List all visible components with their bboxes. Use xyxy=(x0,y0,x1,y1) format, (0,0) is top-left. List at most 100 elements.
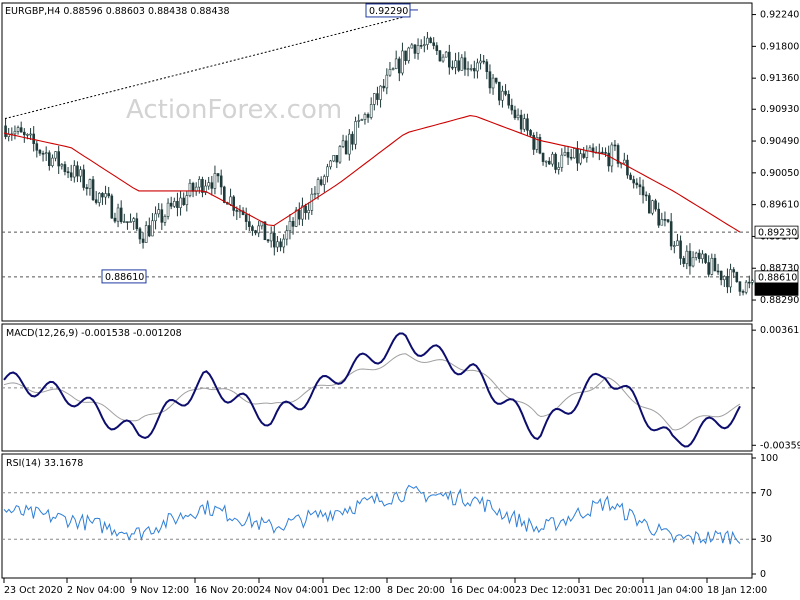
candle-body xyxy=(688,250,692,267)
candle-body xyxy=(382,85,385,89)
candle-body xyxy=(366,114,370,118)
watermark: ActionForex.com xyxy=(126,95,342,125)
candle-body xyxy=(288,221,292,232)
candle-body xyxy=(201,179,204,193)
price-axis-label: 0.92240 xyxy=(760,10,799,21)
candle-body xyxy=(204,185,207,193)
candle-body xyxy=(469,68,473,70)
candle-body xyxy=(632,179,635,184)
candle-body xyxy=(444,51,448,58)
candle-body xyxy=(419,45,423,47)
x-axis-label: 9 Nov 12:00 xyxy=(131,585,189,596)
candle-body xyxy=(57,151,60,167)
candle-body xyxy=(648,195,651,214)
candle-body xyxy=(123,221,126,223)
candle-body xyxy=(629,174,632,180)
candle-body xyxy=(48,152,51,167)
candle-body xyxy=(291,221,295,227)
price-tag-box xyxy=(754,270,799,284)
candle-body xyxy=(532,134,535,150)
rsi-axis-label: 30 xyxy=(760,534,772,545)
candle-body xyxy=(119,207,123,223)
candle-body xyxy=(610,144,614,167)
candle-body xyxy=(266,239,270,242)
price-axis-label: 0.90930 xyxy=(760,104,799,115)
candle-body xyxy=(676,240,679,246)
candle-body xyxy=(248,221,251,227)
candle-body xyxy=(523,118,526,130)
candle-body xyxy=(257,225,260,234)
candle-body xyxy=(23,131,26,136)
candle-body xyxy=(385,74,389,89)
candle-body xyxy=(69,172,73,178)
candle-body xyxy=(73,165,76,178)
candle-body xyxy=(691,257,695,267)
candle-body xyxy=(148,225,151,237)
candle-body xyxy=(679,240,682,259)
candle-body xyxy=(454,60,457,68)
candle-body xyxy=(751,280,754,283)
candle-body xyxy=(744,281,748,293)
main-title: EURGBP,H4 0.88596 0.88603 0.88438 0.8843… xyxy=(5,6,230,17)
candle-body xyxy=(404,50,407,61)
x-axis-label: 16 Nov 20:00 xyxy=(195,585,259,596)
candle-body xyxy=(244,214,248,222)
price-axis-label: 0.90490 xyxy=(760,136,799,147)
candle-body xyxy=(219,175,223,188)
candle-body xyxy=(273,232,276,248)
candle-body xyxy=(29,133,32,136)
candle-body xyxy=(651,200,654,214)
candle-body xyxy=(448,51,451,68)
candle-body xyxy=(354,121,357,145)
candle-body xyxy=(407,47,410,61)
candle-body xyxy=(482,60,485,63)
x-axis-label: 2 Nov 04:00 xyxy=(67,585,125,596)
candle-body xyxy=(223,186,226,203)
candle-body xyxy=(713,257,717,272)
rsi-axis-label: 0 xyxy=(760,569,766,580)
candle-body xyxy=(263,221,267,241)
candle-body xyxy=(129,221,132,223)
x-axis-label: 18 Jan 12:00 xyxy=(707,585,767,596)
candle-body xyxy=(701,253,704,260)
candle-body xyxy=(541,152,545,162)
x-axis-label: 24 Nov 04:00 xyxy=(259,585,323,596)
candle-body xyxy=(198,179,201,188)
candle-body xyxy=(685,250,689,264)
candle-body xyxy=(44,152,48,155)
candle-body xyxy=(463,57,467,70)
rsi-title: RSI(14) 33.1678 xyxy=(6,458,83,469)
candle-body xyxy=(338,146,342,163)
candle-body xyxy=(163,216,167,223)
candle-body xyxy=(116,207,120,222)
candle-body xyxy=(569,156,573,159)
macd-axis-label: 0.003615 xyxy=(760,325,800,336)
candle-body xyxy=(669,221,673,247)
candle-body xyxy=(704,253,707,263)
candle-body xyxy=(579,153,582,164)
candle-body xyxy=(360,119,364,121)
candle-body xyxy=(154,213,157,222)
candle-body xyxy=(113,217,117,222)
candle-body xyxy=(394,58,398,69)
candle-body xyxy=(379,85,382,100)
candle-body xyxy=(710,257,714,275)
candle-body xyxy=(101,193,104,198)
candle-body xyxy=(432,42,435,46)
candle-body xyxy=(644,194,648,197)
candle-body xyxy=(488,71,492,89)
candle-body xyxy=(216,173,220,177)
candle-body xyxy=(341,140,345,147)
candle-body xyxy=(104,193,107,198)
rsi-axis-label: 70 xyxy=(760,488,772,499)
candle-body xyxy=(326,166,329,177)
candle-body xyxy=(666,219,670,222)
candle-body xyxy=(485,61,489,73)
candle-body xyxy=(329,160,332,168)
candle-body xyxy=(457,60,460,71)
candle-body xyxy=(635,182,639,186)
rsi-pane-frame xyxy=(1,453,753,579)
candle-body xyxy=(310,193,314,211)
candle-body xyxy=(4,125,7,138)
candle-body xyxy=(373,93,376,105)
